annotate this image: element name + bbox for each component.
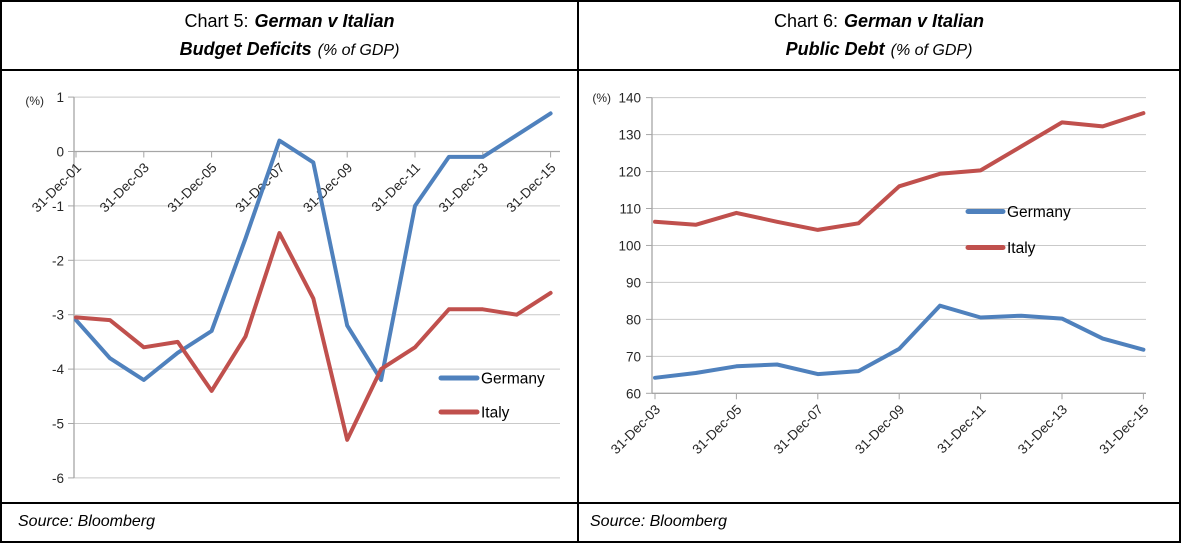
x-tick-label: 31-Dec-07 xyxy=(232,160,287,215)
x-tick-label: 31-Dec-05 xyxy=(165,160,220,215)
y-tick-label: 110 xyxy=(619,202,641,217)
y-tick-label: 70 xyxy=(626,349,641,364)
x-tick-label: 31-Dec-11 xyxy=(934,402,988,456)
legend-label-germany: Germany xyxy=(481,371,545,388)
y-tick-label: -4 xyxy=(52,362,64,377)
budget-deficits-chart: 10-1-2-3-4-5-6(%)31-Dec-01 31-Dec-03 31-De… xyxy=(25,90,560,486)
y-tick-label: 60 xyxy=(626,386,641,401)
chart6-source: Source: Bloomberg xyxy=(590,512,727,530)
chart6-title-main: German v Italian xyxy=(843,10,985,31)
x-tick-label: 31-Dec-03 xyxy=(97,160,152,215)
chart5-title-main: German v Italian xyxy=(254,10,395,31)
x-tick-label: 31-Dec-07 xyxy=(771,402,826,457)
chart5-subtitle: Budget Deficits xyxy=(179,38,312,59)
x-tick-label: 31-Dec-13 xyxy=(1015,402,1070,457)
legend-label-germany: Germany xyxy=(1007,204,1071,221)
series-line-italy xyxy=(74,231,553,442)
x-tick-label: 31-Dec-15 xyxy=(504,160,559,215)
y-tick-label: 140 xyxy=(618,91,641,106)
y-axis-unit-label: (%) xyxy=(592,91,611,105)
series-line-germany xyxy=(74,111,553,382)
chart5-subtitle-note: (% of GDP) xyxy=(317,41,400,59)
legend-label-italy: Italy xyxy=(1007,240,1036,257)
y-tick-label: -6 xyxy=(52,471,64,486)
chart6-title-line1: Chart 6: German v Italian xyxy=(774,8,984,36)
y-tick-label: -2 xyxy=(52,253,64,268)
y-tick-label: -5 xyxy=(52,417,64,432)
y-tick-label: 130 xyxy=(618,128,641,143)
y-tick-label: -1 xyxy=(52,199,64,214)
chart5-source: Source: Bloomberg xyxy=(18,512,155,530)
x-tick-label: 31-Dec-13 xyxy=(436,160,491,215)
chart5-label: Chart 5: xyxy=(184,10,249,31)
series-line-italy xyxy=(653,111,1146,232)
chart6-label: Chart 6: xyxy=(773,10,838,31)
chart6-title: Chart 6: German v Italian Public Debt (% o… xyxy=(579,2,1179,69)
y-axis-unit-label: (%) xyxy=(25,94,44,108)
x-tick-label: 31-Dec-05 xyxy=(689,402,744,457)
x-tick-label: 31-Dec-09 xyxy=(300,160,355,215)
y-tick-label: 100 xyxy=(618,238,641,253)
chart5-title: Chart 5: German v Italian Budget Deficits… xyxy=(2,2,577,69)
y-tick-label: -3 xyxy=(52,308,64,323)
legend-label-italy: Italy xyxy=(481,405,510,422)
chart5-title-line1: Chart 5: German v Italian xyxy=(184,8,394,36)
y-tick-label: 80 xyxy=(626,312,641,327)
chart6-subtitle: Public Debt xyxy=(785,38,885,59)
chart5-title-line2: Budget Deficits (% of GDP) xyxy=(180,36,400,64)
x-tick-label: 31-Dec-15 xyxy=(1096,402,1151,457)
x-tick-label: 31-Dec-09 xyxy=(852,402,907,457)
y-tick-label: 90 xyxy=(626,275,641,290)
title-row-divider xyxy=(2,69,1179,71)
chart6-subtitle-note: (% of GDP) xyxy=(890,41,973,59)
y-tick-label: 1 xyxy=(56,90,64,105)
x-tick-label: 31-Dec-03 xyxy=(608,402,663,457)
series-line-germany xyxy=(653,303,1146,380)
public-debt-chart: 140 130 120 110 100 90 80 70 60 (%) 31-Dec-03 31-De… xyxy=(592,91,1151,457)
y-tick-label: 0 xyxy=(56,145,64,160)
chart6-title-line2: Public Debt (% of GDP) xyxy=(786,36,973,64)
column-divider xyxy=(577,2,579,541)
y-tick-label: 120 xyxy=(618,165,641,180)
source-row-divider xyxy=(2,502,1179,504)
